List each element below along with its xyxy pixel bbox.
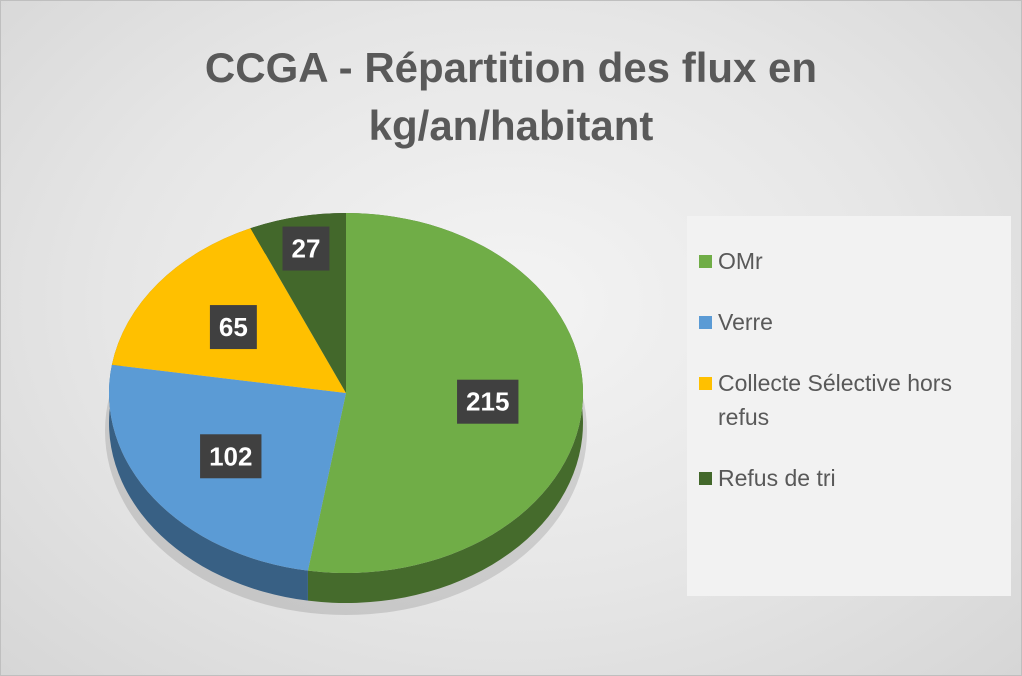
data-label-box — [200, 434, 262, 479]
data-label-box — [457, 379, 519, 424]
data-label-text: 65 — [219, 312, 248, 342]
chart-title: CCGA - Répartition des flux en kg/an/hab… — [204, 44, 818, 149]
data-label: 27 — [282, 226, 330, 271]
legend-swatch — [699, 472, 712, 485]
legend-label: Collecte Sélective hors refus — [718, 370, 952, 430]
data-label-text: 27 — [292, 234, 321, 264]
slice — [307, 213, 584, 573]
legend-label: OMr — [718, 248, 763, 274]
legend-label: Refus de tri — [718, 465, 836, 491]
legend-item: Collecte Sélective hors refus — [699, 366, 1005, 434]
legend-swatch — [699, 377, 712, 390]
data-label-text: 215 — [466, 387, 509, 417]
data-label-box — [282, 226, 330, 271]
legend-swatch — [699, 316, 712, 329]
legend-swatch — [699, 255, 712, 268]
data-label: 102 — [200, 434, 262, 479]
legend: OMr Verre Collecte Sélective hors refus Ref… — [687, 216, 1011, 596]
data-label-box — [209, 305, 257, 350]
legend-label: Verre — [718, 309, 773, 335]
data-label-text: 102 — [209, 441, 252, 471]
legend-item: Refus de tri — [699, 461, 1005, 495]
data-label: 215 — [457, 379, 519, 424]
legend-item: Verre — [699, 305, 1005, 339]
data-label: 65 — [209, 305, 257, 350]
slice-side — [108, 364, 308, 601]
legend-item: OMr — [699, 244, 1005, 278]
